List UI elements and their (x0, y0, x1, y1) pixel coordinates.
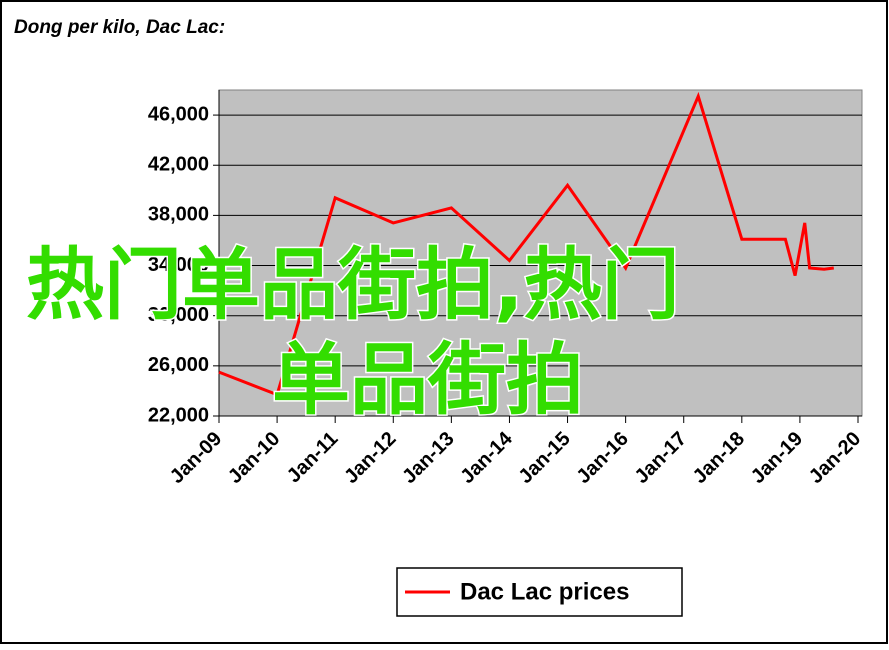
y-tick-label: 34,000 (148, 254, 209, 276)
y-tick-label: 38,000 (148, 204, 209, 226)
y-tick-label: 30,000 (148, 304, 209, 326)
data-line (218, 91, 834, 397)
overlay-text: 单品街拍 (272, 335, 584, 425)
y-tick-label: 26,000 (148, 354, 209, 376)
y-tick-label: 22,000 (148, 404, 209, 426)
chart-title: Dong per kilo, Dac Lac: (14, 17, 225, 38)
legend-label: Dac Lac prices (460, 578, 629, 605)
overlay-text: 热门单品街拍,热门 (26, 240, 680, 330)
y-tick-label: 46,000 (148, 103, 209, 125)
y-tick-label: 42,000 (148, 154, 209, 176)
plot-area (218, 89, 863, 417)
